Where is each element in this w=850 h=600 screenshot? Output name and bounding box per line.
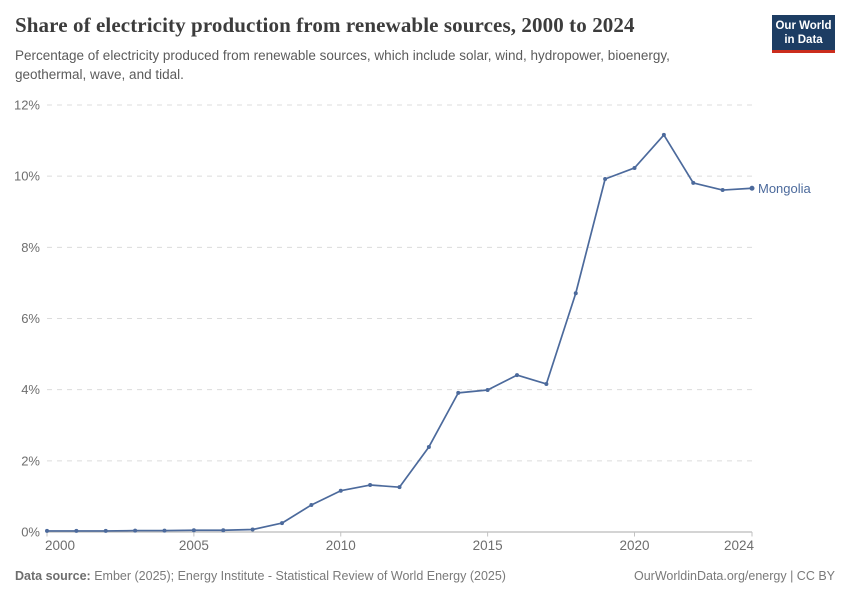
data-point[interactable] [250, 527, 255, 532]
chart-subtitle: Percentage of electricity produced from … [15, 48, 670, 82]
data-point[interactable] [280, 521, 284, 526]
data-line[interactable] [46, 134, 753, 532]
x-tick-label: 2024 [724, 538, 755, 553]
owid-logo-line2: in Data [784, 34, 823, 47]
data-point[interactable] [162, 528, 167, 533]
data-point[interactable] [221, 528, 226, 533]
y-tick-label: 0% [21, 525, 40, 540]
data-point[interactable] [397, 485, 402, 490]
y-tick-label: 4% [21, 382, 40, 397]
data-source-label: Data source: [15, 569, 91, 583]
data-source-text: Ember (2025); Energy Institute - Statist… [94, 569, 506, 583]
data-point[interactable] [632, 165, 637, 170]
data-point[interactable] [515, 373, 519, 378]
footer-link[interactable]: OurWorldinData.org/energy | CC BY [633, 569, 835, 583]
data-point[interactable] [603, 177, 608, 182]
data-point[interactable] [309, 502, 314, 507]
x-tick-label: 2015 [473, 538, 503, 553]
y-tick-label: 6% [21, 311, 40, 326]
x-tick-label: 2005 [179, 538, 209, 553]
series-end-marker[interactable] [749, 185, 755, 191]
y-tick-label: 12% [14, 98, 40, 113]
data-point[interactable] [191, 528, 196, 533]
data-point[interactable] [338, 488, 343, 493]
data-point[interactable] [573, 291, 578, 296]
x-tick-label: 2000 [45, 538, 75, 553]
data-point[interactable] [133, 528, 138, 533]
y-tick-label: 10% [14, 169, 40, 184]
line-chart[interactable]: 0% 2% 4% 6% 8% 10% 12% 2000 2005 2010 2015 2020 2024… [0, 95, 850, 565]
x-tick-label: 2010 [326, 538, 356, 553]
data-point[interactable] [485, 388, 490, 393]
owid-logo-line1: Our World [775, 20, 832, 32]
data-point[interactable] [426, 444, 431, 449]
y-tick-label: 2% [21, 453, 40, 468]
data-point[interactable] [691, 180, 696, 185]
data-point[interactable] [456, 390, 461, 395]
chart-footer: Data source: Ember (2025); Energy Instit… [15, 569, 835, 583]
data-point[interactable] [103, 528, 108, 533]
data-point[interactable] [720, 188, 725, 193]
data-point[interactable] [45, 528, 49, 533]
data-source: Data source: Ember (2025); Energy Instit… [15, 569, 506, 583]
data-point[interactable] [74, 528, 79, 533]
chart-title: Share of electricity production from ren… [15, 13, 635, 37]
data-point[interactable] [661, 132, 666, 137]
data-point[interactable] [368, 483, 373, 488]
owid-logo[interactable]: Our World in Data [772, 15, 835, 54]
series-label[interactable]: Mongolia [758, 181, 812, 196]
y-tick-label: 8% [21, 240, 40, 255]
data-point[interactable] [544, 381, 549, 386]
x-tick-label: 2020 [619, 538, 649, 553]
